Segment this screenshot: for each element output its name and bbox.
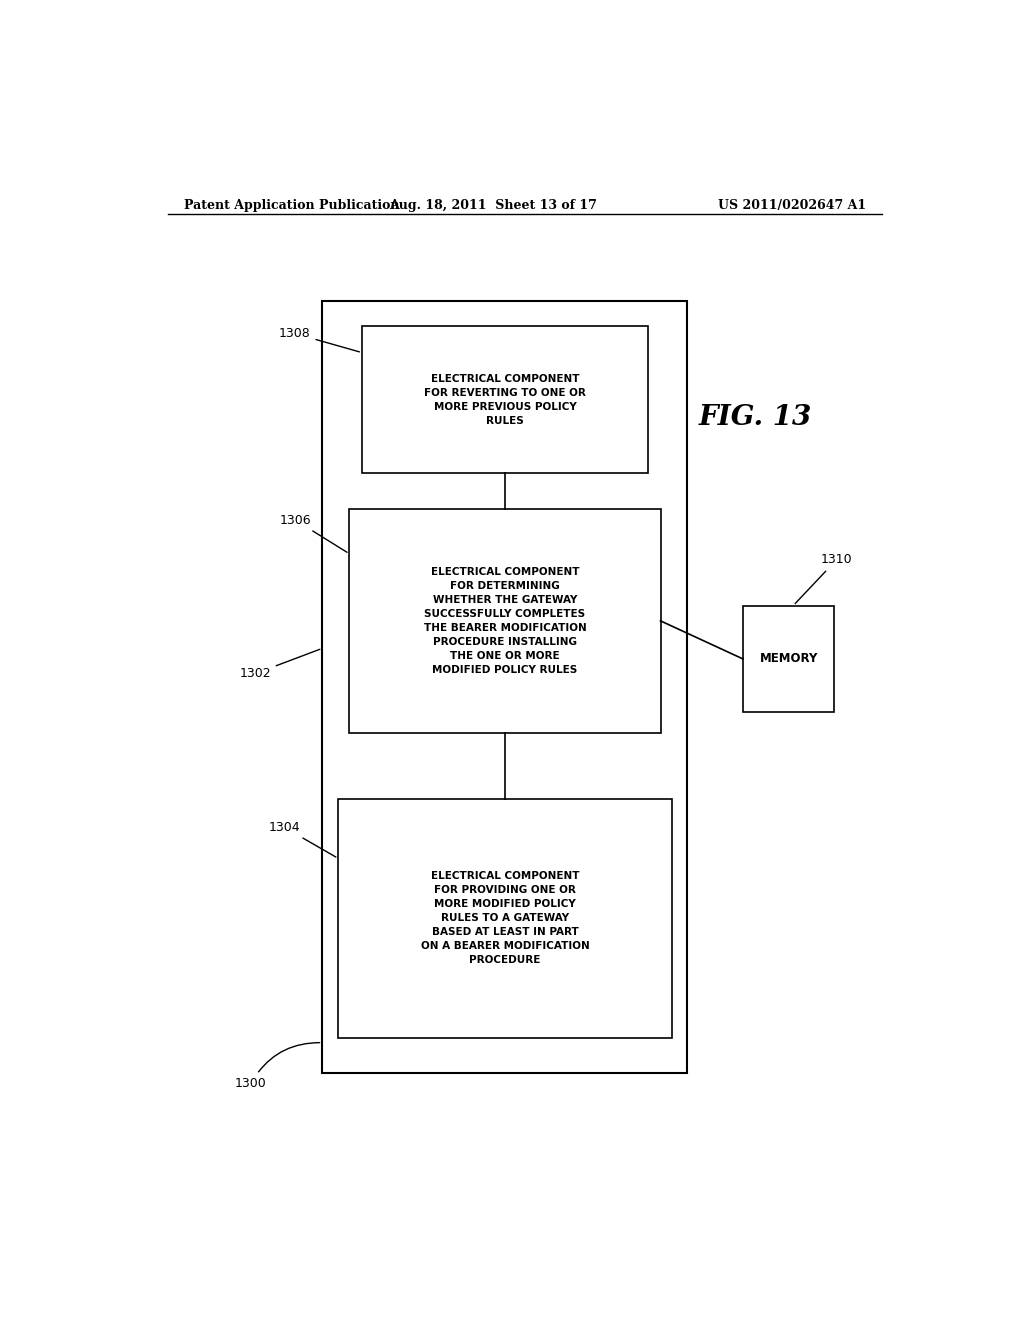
Text: 1302: 1302 — [240, 649, 319, 680]
Text: US 2011/0202647 A1: US 2011/0202647 A1 — [718, 198, 866, 211]
Text: 1310: 1310 — [796, 553, 852, 603]
Text: ELECTRICAL COMPONENT
FOR REVERTING TO ONE OR
MORE PREVIOUS POLICY
RULES: ELECTRICAL COMPONENT FOR REVERTING TO ON… — [424, 374, 586, 426]
Text: Patent Application Publication: Patent Application Publication — [183, 198, 399, 211]
Text: ELECTRICAL COMPONENT
FOR PROVIDING ONE OR
MORE MODIFIED POLICY
RULES TO A GATEWA: ELECTRICAL COMPONENT FOR PROVIDING ONE O… — [421, 871, 590, 965]
Bar — [338, 799, 672, 1038]
Bar — [743, 606, 835, 713]
Text: MEMORY: MEMORY — [760, 652, 818, 665]
Bar — [362, 326, 648, 474]
Text: Aug. 18, 2011  Sheet 13 of 17: Aug. 18, 2011 Sheet 13 of 17 — [389, 198, 597, 211]
Text: ELECTRICAL COMPONENT
FOR DETERMINING
WHETHER THE GATEWAY
SUCCESSFULLY COMPLETES
: ELECTRICAL COMPONENT FOR DETERMINING WHE… — [424, 566, 587, 675]
Text: 1300: 1300 — [236, 1043, 319, 1090]
Bar — [323, 301, 687, 1073]
Text: 1304: 1304 — [268, 821, 336, 857]
Text: 1306: 1306 — [280, 513, 347, 552]
Bar — [349, 510, 660, 733]
Text: 1308: 1308 — [279, 327, 359, 352]
Text: FIG. 13: FIG. 13 — [698, 404, 812, 432]
